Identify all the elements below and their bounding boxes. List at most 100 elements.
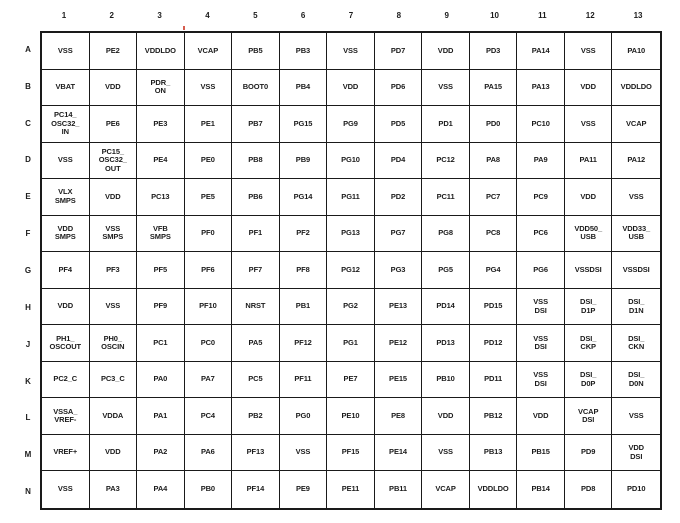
pin-cell: PF15 — [327, 434, 375, 472]
pin-cell: PE5 — [184, 179, 233, 216]
pin-cell: PB13 — [469, 434, 518, 472]
pin-cell: DSI_ CKN — [612, 325, 660, 362]
pin-cell: VCAP DSI — [564, 398, 613, 435]
pin-cell: PE8 — [374, 398, 423, 435]
pin-cell: PD2 — [374, 179, 423, 216]
pin-cell: DSI_ D0N — [612, 362, 660, 399]
pin-cell: VSS — [89, 288, 138, 326]
pin-cell: VLX SMPS — [42, 179, 90, 216]
pin-cell: PF6 — [184, 252, 233, 289]
pin-cell: PE15 — [374, 361, 423, 399]
pin-cell: PC9 — [517, 179, 565, 216]
pin-cell: PE14 — [374, 434, 423, 472]
row-header: H — [25, 302, 31, 312]
pin-cell: PG1 — [327, 325, 375, 362]
pin-cell: VSS — [564, 33, 613, 70]
pin-cell: PG3 — [374, 252, 423, 289]
column-header: 10 — [490, 11, 499, 20]
row-header: L — [25, 413, 31, 423]
pin-cell: PE2 — [89, 33, 138, 70]
pin-cell: PB0 — [185, 471, 233, 508]
pin-cell: VDD — [89, 69, 138, 107]
pin-cell: PA10 — [612, 33, 660, 70]
column-header: 6 — [300, 11, 306, 20]
column-header: 8 — [396, 11, 402, 20]
pin-cell: VSSA_ VREF- — [42, 398, 90, 435]
pin-cell: PD8 — [565, 471, 613, 508]
row-header-col: A B C D E F G H J K L M N — [16, 31, 40, 510]
red-artifact-mark — [183, 26, 185, 30]
pin-cell: PE9 — [280, 471, 328, 508]
pin-cell: VSS DSI — [517, 288, 565, 326]
pin-cell: PA14 — [517, 33, 565, 70]
pin-cell: PG6 — [517, 252, 565, 289]
row-header: J — [25, 339, 31, 349]
pin-cell: PD11 — [469, 361, 518, 399]
pin-cell: PF10 — [184, 288, 233, 326]
pin-cell: PD14 — [422, 288, 470, 326]
row-header: C — [25, 118, 31, 128]
pin-cell: PB3 — [279, 33, 328, 70]
pin-cell: VSS — [422, 434, 470, 472]
pin-cell: VSS — [612, 179, 660, 216]
pin-cell: VDD33_ USB — [612, 216, 660, 253]
pin-cell: DSI_ CKP — [564, 325, 613, 362]
row-header: A — [25, 44, 31, 54]
pin-cell: PA11 — [564, 142, 613, 180]
row-header: M — [24, 450, 32, 460]
row-header: D — [25, 155, 31, 165]
pin-cell: PA5 — [232, 325, 280, 362]
pin-cell: PB11 — [375, 471, 423, 508]
column-header: 7 — [348, 11, 354, 20]
pin-cell: PD9 — [564, 434, 613, 472]
pin-cell: PB14 — [517, 471, 565, 508]
pin-cell: PG9 — [327, 106, 375, 143]
pin-cell: VSS — [42, 142, 90, 180]
pin-cell: PD10 — [627, 484, 646, 494]
pin-cell: PC5 — [232, 361, 280, 399]
pin-cell: PC11 — [422, 179, 470, 216]
column-header: 3 — [157, 11, 162, 20]
pin-cell: PG13 — [327, 215, 375, 253]
pin-cell: PE6 — [89, 106, 138, 143]
pin-cell: PG14 — [279, 179, 328, 216]
pin-cell: PF12 — [279, 325, 328, 362]
pin-cell: DSI_ D0P — [564, 361, 613, 399]
pin-cell: PD12 — [469, 325, 518, 362]
pin-cell: VSS DSI — [517, 361, 565, 399]
pin-cell: VDD — [564, 69, 613, 107]
pin-cell: VDD SMPS — [42, 215, 90, 253]
pin-cell: VSS DSI — [517, 325, 565, 362]
pin-cell: VDD — [327, 69, 375, 107]
pin-cell: VDDLDO — [137, 33, 185, 70]
row-header: G — [24, 265, 32, 275]
pin-cell: PB6 — [232, 179, 280, 216]
pin-cell: PD7 — [374, 33, 423, 70]
pin-cell: PA15 — [469, 69, 518, 107]
pin-cell: PG10 — [327, 142, 375, 180]
pin-cell: PB9 — [279, 142, 328, 180]
pin-cell: PH1_ OSCOUT — [42, 325, 90, 362]
pin-cell: PG7 — [374, 215, 423, 253]
pin-cell: VSS — [279, 434, 328, 472]
pin-cell: DSI_ D1N — [612, 289, 660, 326]
pin-cell: PF0 — [184, 215, 233, 253]
pin-cell: PA1 — [137, 398, 185, 435]
pin-cell: PB5 — [232, 33, 280, 70]
pin-cell: PD3 — [469, 33, 518, 70]
pin-cell: PE10 — [327, 398, 375, 435]
pin-cell: PF2 — [279, 215, 328, 253]
pin-cell: PD1 — [422, 106, 470, 143]
row-header: E — [25, 192, 31, 202]
pin-cell: VSS — [42, 471, 90, 508]
pin-cell: VSS — [184, 69, 233, 107]
pin-cell: PB12 — [469, 398, 518, 435]
pin-cell: VDD — [89, 179, 138, 216]
pin-cell: PE1 — [184, 106, 233, 143]
pin-cell: PD4 — [374, 142, 423, 180]
pin-cell: PG4 — [469, 252, 518, 289]
pin-cell: PC6 — [517, 215, 565, 253]
pin-cell: VSSDSI — [612, 252, 660, 289]
pin-cell: VDD — [89, 434, 138, 472]
